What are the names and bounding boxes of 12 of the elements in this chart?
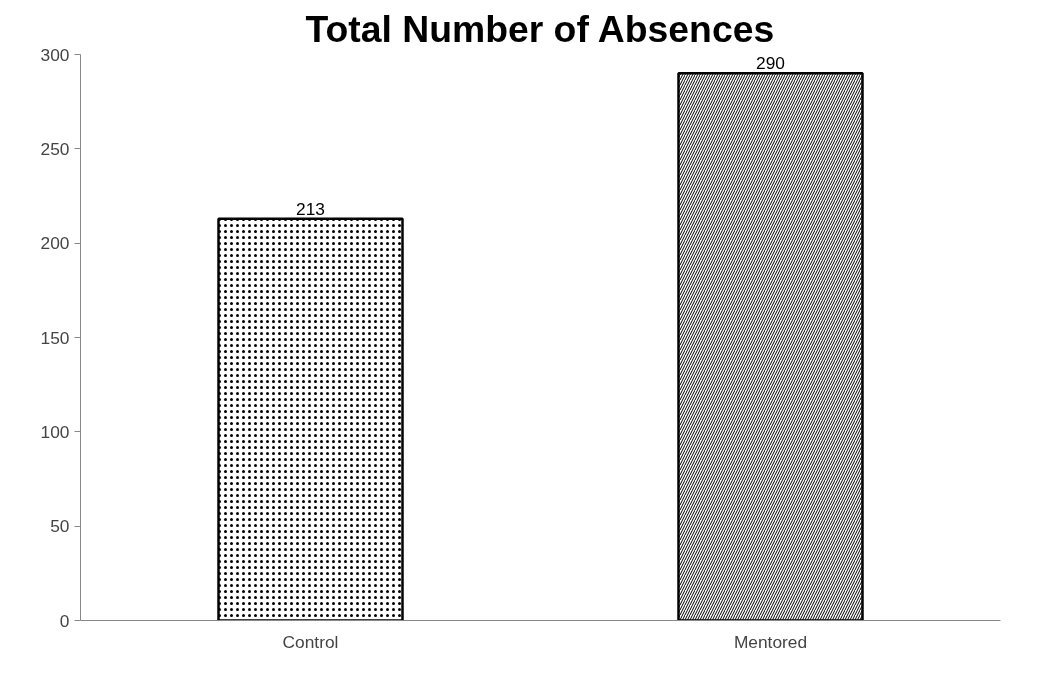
y-tick-label: 0 [59, 610, 70, 631]
data-label: 213 [296, 198, 325, 219]
chart-title: Total Number of Absences [305, 7, 775, 50]
y-tick-label: 100 [40, 421, 70, 442]
x-tick-label: Mentored [733, 631, 808, 652]
y-tick-label: 250 [40, 138, 70, 159]
y-tick-label: 150 [40, 327, 70, 348]
data-label: 290 [756, 53, 785, 74]
x-tick-label: Control [282, 631, 339, 652]
y-tick-label: 50 [50, 516, 70, 537]
y-tick-label: 200 [40, 233, 70, 254]
y-tick-label: 300 [40, 44, 70, 65]
